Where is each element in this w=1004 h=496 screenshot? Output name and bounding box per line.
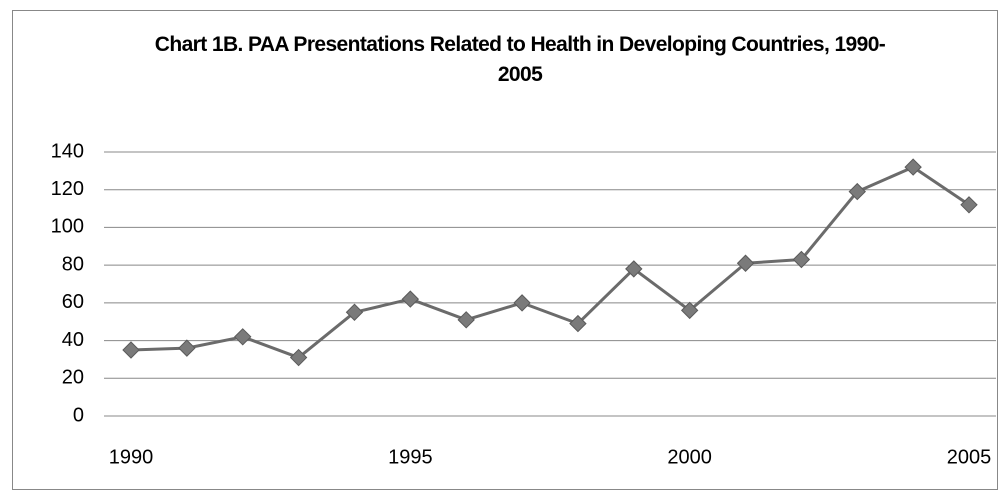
data-point [680, 301, 699, 320]
y-tick-label: 80 [62, 253, 84, 275]
y-tick-label: 0 [73, 404, 84, 426]
data-point [234, 328, 252, 346]
y-tick-label: 40 [62, 329, 84, 351]
data-point [289, 348, 308, 367]
data-point [960, 196, 978, 214]
data-point [904, 158, 922, 176]
chart-frame [12, 10, 998, 490]
x-tick-label: 1995 [388, 446, 433, 468]
data-point [792, 250, 811, 269]
y-tick-label: 60 [62, 291, 84, 313]
data-line [130, 165, 970, 360]
x-tick-label: 1990 [109, 446, 154, 468]
y-tick-label: 100 [51, 216, 84, 238]
data-point [569, 314, 587, 333]
y-tick-label: 20 [62, 367, 84, 389]
data-point [625, 260, 643, 278]
x-tick-label: 2000 [667, 446, 712, 468]
data-point [513, 294, 531, 312]
data-point [457, 311, 475, 329]
x-tick-label: 2005 [947, 446, 992, 468]
data-point [848, 182, 866, 201]
data-point [736, 254, 755, 272]
y-tick-label: 120 [51, 178, 84, 200]
data-point [122, 341, 140, 359]
y-tick-label: 140 [51, 140, 84, 162]
data-point [345, 303, 364, 321]
chart-title: Chart 1B. PAA Presentations Related to H… [154, 33, 886, 86]
data-point [178, 339, 196, 357]
data-point [401, 290, 420, 308]
